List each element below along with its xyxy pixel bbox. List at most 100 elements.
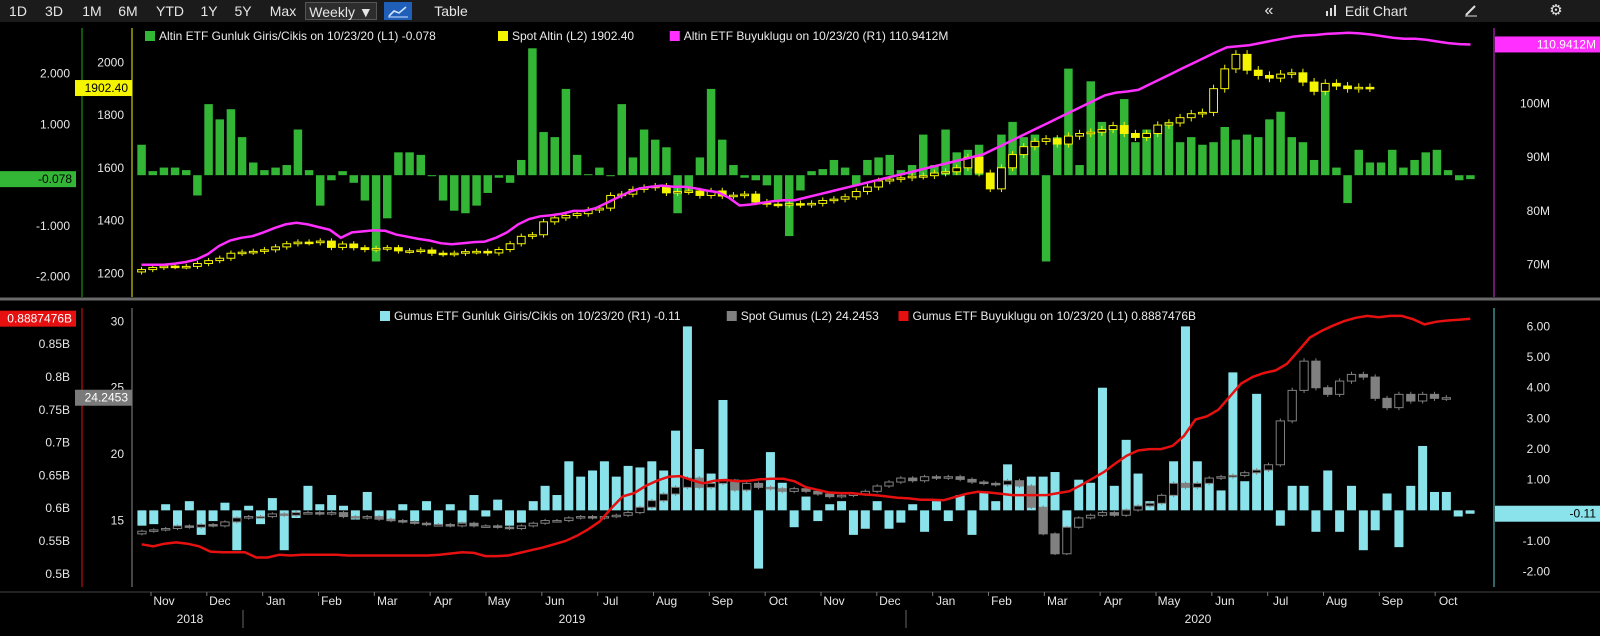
flow-bar (1180, 326, 1190, 511)
period-6m-button[interactable]: 6M (118, 3, 138, 19)
flow-bar (991, 501, 1001, 511)
size-last-badge: 110.9412M (1537, 37, 1596, 51)
flow-bar (438, 175, 448, 201)
spot-axis-tick: 30 (111, 314, 125, 328)
size-axis-tick: 0.6B (45, 501, 70, 515)
flow-bar (639, 129, 649, 176)
candle-body (773, 203, 783, 207)
candle-body (481, 525, 491, 528)
candle-body (695, 190, 705, 196)
flow-bar (204, 104, 213, 176)
flow-bar (599, 461, 609, 511)
candle-body (587, 516, 598, 519)
spot-last-badge: 24.2453 (85, 391, 129, 405)
flow-bar (1164, 121, 1174, 176)
candle-body (204, 260, 213, 265)
flow-bar (1410, 159, 1419, 176)
flow-bar (1370, 510, 1380, 531)
legend-swatch (898, 311, 909, 321)
flow-bar (1432, 149, 1442, 176)
flow-bar (840, 167, 850, 176)
period-1y-button[interactable]: 1Y (200, 3, 218, 19)
size-line (141, 31, 1471, 266)
table-button[interactable]: Table (434, 3, 468, 19)
month-tick: Dec (209, 594, 230, 608)
candle-body (267, 513, 278, 518)
candle-body (1365, 86, 1375, 90)
candle-body (1354, 86, 1364, 90)
edit-chart-button[interactable]: Edit Chart (1296, 2, 1436, 20)
candle-body (181, 265, 191, 269)
candle-body (1299, 360, 1309, 391)
period-1m-button[interactable]: 1M (82, 3, 102, 19)
collapse-icon[interactable]: « (1264, 2, 1274, 19)
flow-axis-tick: 5.00 (1527, 350, 1551, 364)
legend-label: Spot Altin (L2) 1902.40 (512, 29, 634, 43)
candle-body (829, 198, 839, 202)
line-chart-icon[interactable] (384, 2, 412, 20)
spot-axis-tick: 1400 (97, 214, 124, 228)
flow-bar (315, 504, 325, 511)
period-1d-button[interactable]: 1D (9, 3, 27, 19)
flow-bar (1175, 142, 1185, 176)
flow-bar (327, 175, 336, 181)
candle-body (1394, 393, 1404, 409)
candle-body (1417, 393, 1428, 402)
flow-bar (1075, 165, 1084, 176)
flow-bar (410, 510, 420, 522)
period-5y-button[interactable]: 5Y (234, 3, 252, 19)
candle-body (184, 525, 195, 528)
frequency-dropdown[interactable]: Weekly ▼ (305, 2, 377, 20)
period-max-button[interactable]: Max (269, 3, 297, 19)
flow-bar (1287, 137, 1296, 176)
pencil-icon[interactable] (1460, 2, 1482, 20)
chart-canvas: 2.000 1.000 -1.000 -2.000 2000 1800 1600 1400 12… (0, 28, 1600, 628)
month-tick: Sep (712, 594, 734, 608)
candle-body (421, 522, 432, 526)
flow-bar (765, 452, 775, 511)
flow-bar (279, 510, 289, 551)
flow-bar (1466, 175, 1475, 180)
candle-body (930, 172, 939, 177)
candle-body (818, 199, 828, 204)
candle-body (840, 196, 850, 200)
candle-body (433, 524, 444, 527)
flow-bar (1131, 142, 1140, 176)
month-tick: Dec (879, 594, 900, 608)
period-ytd-button[interactable]: YTD (156, 3, 184, 19)
month-tick: Jul (1273, 594, 1288, 608)
flow-bar (293, 129, 303, 176)
flow-bar (1275, 510, 1285, 526)
candle-body (248, 250, 258, 254)
candle-body (374, 516, 384, 520)
legend-swatch (498, 31, 508, 41)
flow-bar (896, 510, 906, 523)
flow-bar (161, 504, 171, 511)
candle-body (244, 516, 254, 519)
flow-bar (1388, 149, 1397, 176)
legend-label: Gumus ETF Buyuklugu on 10/23/20 (L1) 0.8… (913, 309, 1197, 323)
candle-body (1133, 505, 1143, 511)
flow-bar (394, 152, 403, 176)
candle-body (552, 520, 562, 523)
flow-bar (481, 510, 491, 517)
month-tick: Mar (377, 594, 398, 608)
flow-bar (1216, 490, 1226, 511)
flow-bar (762, 175, 772, 186)
flow-bar (1109, 485, 1119, 511)
candle-body (398, 520, 408, 523)
candle-body (670, 486, 681, 495)
candle-body (896, 177, 906, 180)
flow-last-badge: -0.11 (1570, 507, 1597, 521)
candle-body (1097, 512, 1108, 516)
flow-bar (1287, 485, 1297, 511)
period-3d-button[interactable]: 3D (45, 3, 63, 19)
flow-bar (1346, 485, 1356, 511)
legend-swatch (726, 311, 737, 321)
flow-bar (1008, 121, 1017, 176)
candle-body (1086, 131, 1096, 135)
flow-bar (1209, 142, 1218, 176)
gear-icon[interactable]: ⚙ (1549, 2, 1563, 19)
flow-bar (516, 510, 526, 523)
candle-body (1164, 122, 1174, 126)
